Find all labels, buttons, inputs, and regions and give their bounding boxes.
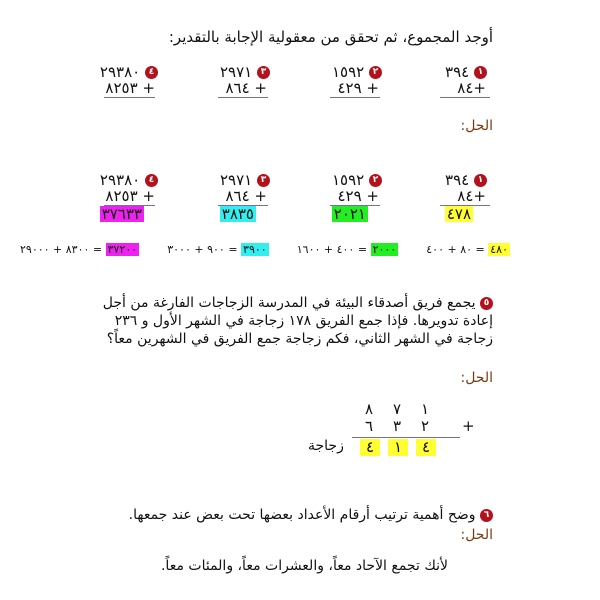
problem-3-first: ٢٩٧١ ٣ [220, 172, 270, 188]
problem-2-first: ١٥٩٢ ٢ [332, 172, 382, 188]
question-6: ٦ وضح أهمية ترتيب أرقام الأعداد بعضها تح… [129, 506, 493, 524]
sum-line [104, 97, 155, 98]
digit: ١ [421, 400, 430, 418]
problem-1-second: ٨٤+ [457, 80, 486, 96]
estimate-expression: = ٨٣٠٠ + ٢٩٠٠٠ [20, 243, 103, 256]
solution-label-6: الحل: [460, 527, 493, 543]
plus-sign: + [254, 79, 267, 97]
problem-4-first: ٢٩٣٨٠ ٤ [100, 172, 158, 188]
estimate-1: ٤٨٠ = ٨٠ + ٤٠٠ [426, 243, 510, 257]
estimate-3: ٣٩٠٠ = ٩٠٠ + ٣٠٠٠ [167, 243, 269, 257]
estimate-sum: ٢٠٠٠ [370, 243, 399, 256]
plus-sign: + [366, 79, 379, 97]
sum-line [218, 97, 268, 98]
problem-badge: ٤ [145, 66, 158, 79]
sum-line [330, 97, 380, 98]
problem-3-first: ٢٩٧١ ٣ [220, 64, 270, 80]
problem-4-answer: ٣٧٦٣٣ [99, 205, 144, 223]
second-operand: ٨٤ [457, 187, 474, 205]
problem-3-answer: ٣٨٣٥ [219, 205, 256, 223]
estimate-sum: ٣٧٢٠٠ [105, 243, 140, 256]
sum-line [218, 205, 268, 206]
first-operand: ٢٩٣٨٠ [99, 171, 141, 189]
plus-sign: + [254, 187, 267, 205]
problem-badge: ٢ [369, 174, 382, 187]
sum-line [352, 437, 460, 438]
problem-badge: ٢ [369, 66, 382, 79]
question-5: ٥ يجمع فريق أصدقاء البيئة في المدرسة الز… [93, 294, 493, 348]
estimate-expression: = ٤٠٠ + ١٦٠٠ [296, 243, 368, 256]
plus-sign: + [473, 79, 486, 97]
plus-sign: + [366, 187, 379, 205]
problem-3-second: ٨٦٤ + [225, 188, 267, 204]
first-operand: ٢٩٣٨٠ [99, 63, 141, 81]
instruction: أوجد المجموع، ثم تحقق من معقولية الإجابة… [168, 28, 493, 46]
answer-digit: ١ [388, 439, 408, 456]
problem-badge: ١ [474, 174, 487, 187]
estimate-sum: ٤٨٠ [488, 243, 510, 256]
first-operand: ٢٩٧١ [219, 63, 253, 81]
estimate-4: ٣٧٢٠٠ = ٨٣٠٠ + ٢٩٠٠٠ [20, 243, 140, 257]
problem-badge: ٤ [145, 174, 158, 187]
digit: ٣ [393, 417, 402, 435]
sum-line [440, 205, 490, 206]
problem-2-second: ٤٢٩ + [337, 188, 379, 204]
problem-2-first: ١٥٩٢ ٢ [332, 64, 382, 80]
plus-sign: + [142, 79, 155, 97]
estimate-sum: ٣٩٠٠ [241, 243, 269, 256]
digit: ٢ [421, 417, 430, 435]
solution-label-5: الحل: [460, 370, 493, 386]
problem-badge: ١ [474, 66, 487, 79]
first-operand: ٢٩٧١ [219, 171, 253, 189]
first-operand: ٣٩٤ [445, 171, 470, 189]
question-6-text: وضح أهمية ترتيب أرقام الأعداد بعضها تحت … [128, 507, 476, 523]
digit: ٧ [393, 400, 402, 418]
solution-label-1: الحل: [460, 118, 493, 134]
estimates-row: ٤٨٠ = ٨٠ + ٤٠٠ ٢٠٠٠ = ٤٠٠ + ١٦٠٠ ٣٩٠٠ = ٩٠… [20, 243, 510, 257]
problem-1-first: ٣٩٤ ١ [445, 172, 487, 188]
digit: ٨ [365, 400, 374, 418]
question-badge: ٥ [480, 296, 493, 310]
plus-sign: + [142, 187, 155, 205]
second-operand: ٨٢٥٣ [105, 79, 138, 97]
problem-badge: ٣ [257, 174, 270, 187]
problem-4-second: ٨٢٥٣ + [105, 188, 155, 204]
unit-label: زجاجة [308, 438, 344, 454]
second-operand: ٨٦٤ [225, 79, 250, 97]
question-badge: ٦ [480, 508, 493, 522]
first-operand: ١٥٩٢ [331, 171, 365, 189]
plus-sign: + [473, 187, 486, 205]
second-operand: ٤٢٩ [337, 79, 362, 97]
problem-1-answer: ٤٧٨ [444, 205, 473, 223]
problem-2-second: ٤٢٩ + [337, 80, 379, 96]
problem-1-first: ٣٩٤ ١ [445, 64, 487, 80]
estimate-expression: = ٩٠٠ + ٣٠٠٠ [167, 243, 238, 256]
question-5-text: يجمع فريق أصدقاء البيئة في المدرسة الزجا… [102, 295, 493, 347]
second-operand: ٨٤ [457, 79, 474, 97]
problem-3-second: ٨٦٤ + [225, 80, 267, 96]
answer-digit: ٤ [416, 439, 436, 456]
question-6-answer: لأنك تجمع الآحاد معاً، والعشرات معاً، وا… [160, 558, 448, 574]
first-operand: ٣٩٤ [445, 63, 470, 81]
estimate-expression: = ٨٠ + ٤٠٠ [426, 243, 485, 256]
first-operand: ١٥٩٢ [331, 63, 365, 81]
problem-1-second: ٨٤+ [457, 188, 486, 204]
second-operand: ٨٢٥٣ [105, 187, 138, 205]
second-operand: ٨٦٤ [225, 187, 250, 205]
answer-digit: ٤ [360, 439, 380, 456]
problem-2-answer: ٢٠٢١ [331, 205, 368, 223]
estimate-2: ٢٠٠٠ = ٤٠٠ + ١٦٠٠ [296, 243, 399, 257]
sum-line [330, 205, 380, 206]
problem-4-second: ٨٢٥٣ + [105, 80, 155, 96]
digit: ٦ [365, 417, 374, 435]
problem-4-first: ٢٩٣٨٠ ٤ [100, 64, 158, 80]
problem-badge: ٣ [257, 66, 270, 79]
second-operand: ٤٢٩ [337, 187, 362, 205]
plus-sign: + [462, 417, 475, 435]
sum-line [104, 205, 155, 206]
sum-line [440, 97, 490, 98]
